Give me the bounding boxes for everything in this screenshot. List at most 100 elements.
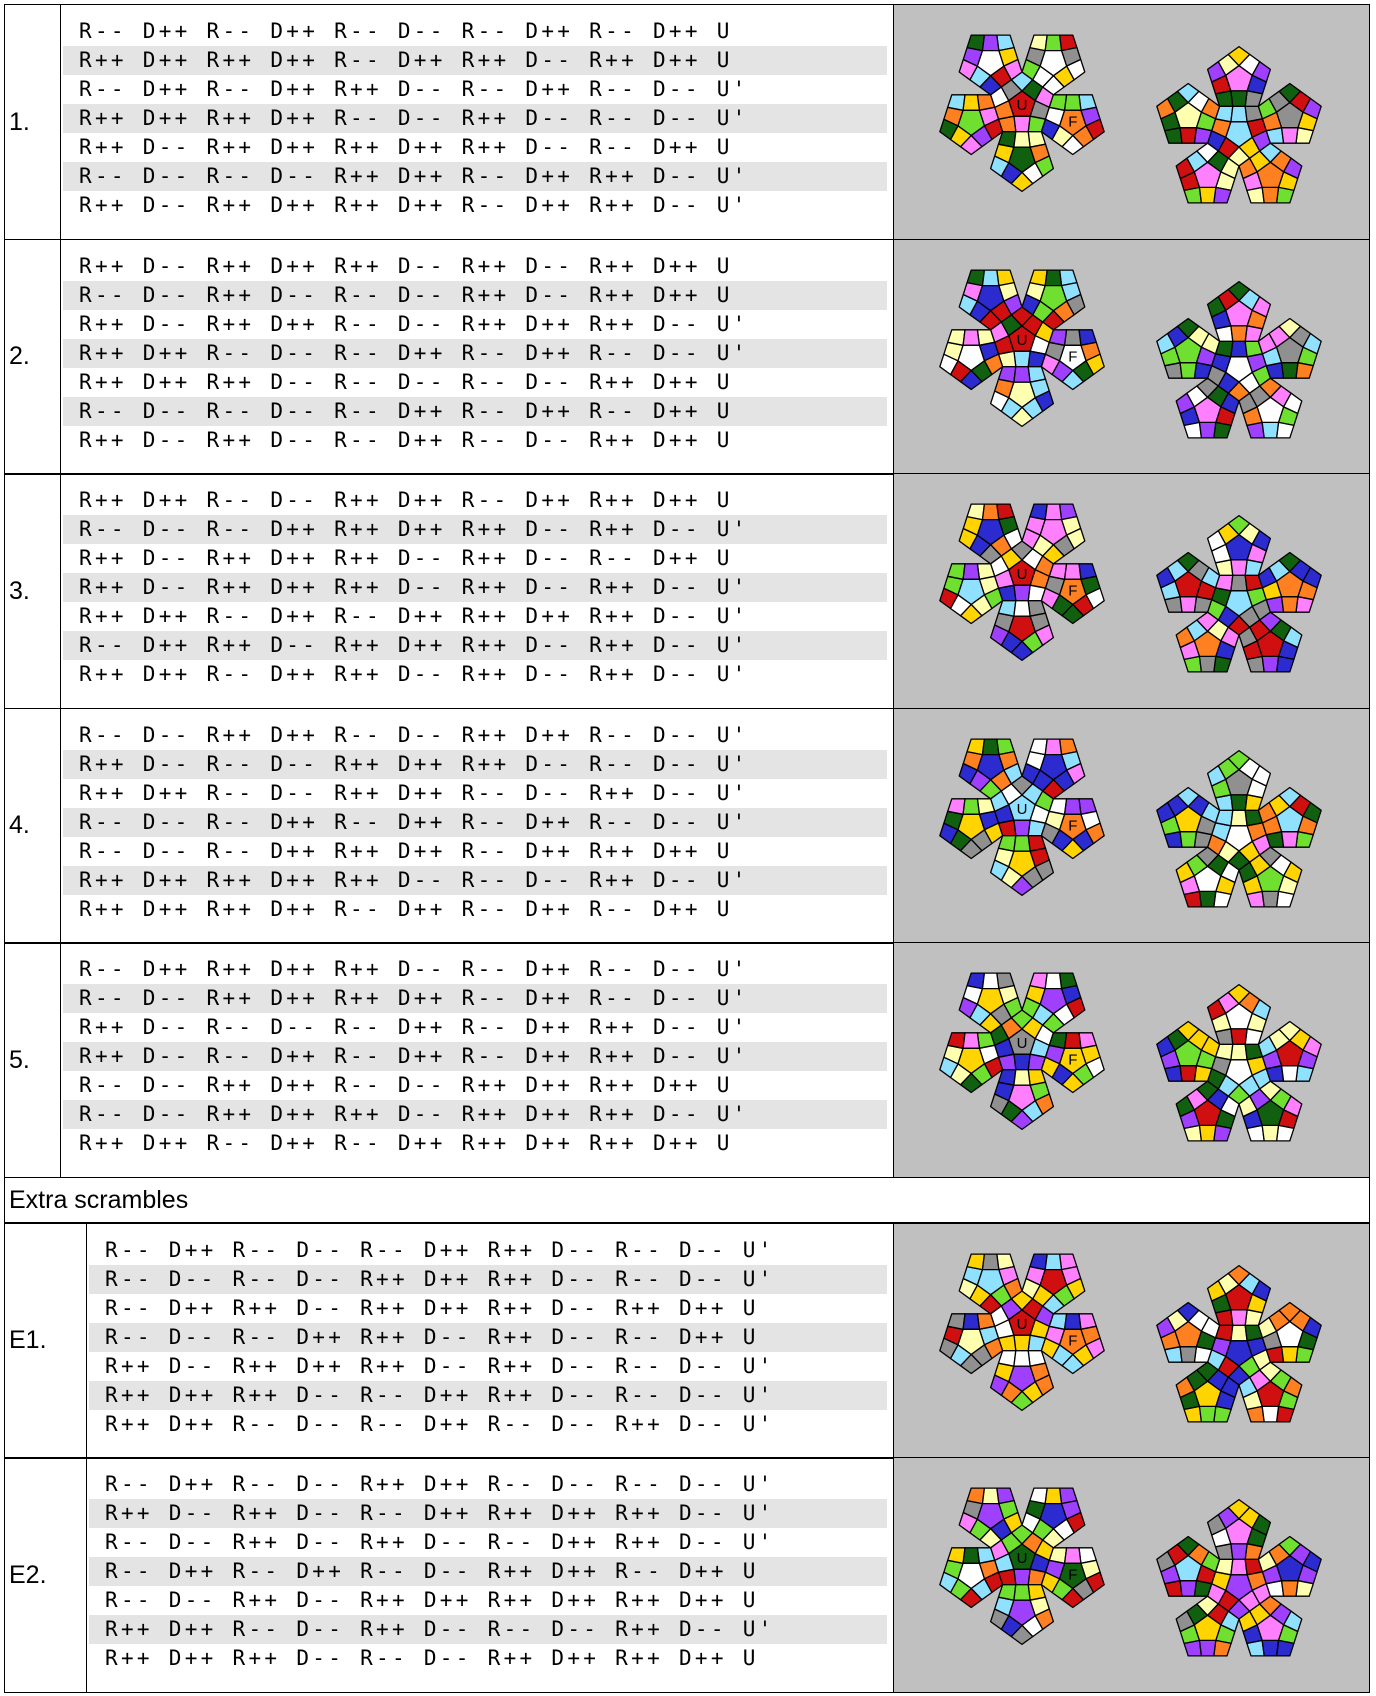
facelet xyxy=(981,268,1000,286)
facelet xyxy=(962,563,981,580)
face-label: F xyxy=(1068,582,1077,599)
facelet xyxy=(1275,1639,1295,1657)
facelet xyxy=(976,284,1005,311)
scramble-line: R-- D++ R++ D-- R++ D++ R++ D-- R++ D++ … xyxy=(105,1295,759,1320)
facelet xyxy=(1295,1345,1314,1363)
scramble-line: R-- D-- R++ D-- R-- D-- R++ D-- R++ D++ … xyxy=(63,280,887,310)
scramble-line: R-- D-- R-- D-- R++ D++ R-- D++ R++ D-- … xyxy=(63,162,887,191)
scramble-row: E2. R-- D++ R-- D-- R++ D++ R-- D-- R-- D… xyxy=(4,1457,1370,1693)
facelet xyxy=(962,1032,981,1049)
facelet xyxy=(1174,336,1203,363)
facelet xyxy=(1280,127,1299,144)
facelet xyxy=(1230,1043,1248,1061)
facelet xyxy=(1225,1339,1253,1367)
facelet xyxy=(1029,268,1048,286)
facelet xyxy=(1179,1580,1198,1597)
facelet xyxy=(947,1547,966,1564)
facelet xyxy=(1039,284,1068,311)
scramble-line: R++ D++ R++ D-- R-- D++ R++ D-- R-- D-- … xyxy=(89,1380,887,1410)
scramble-line: R++ D-- R++ D++ R-- D-- R++ D++ R++ D-- … xyxy=(79,311,749,336)
facelet xyxy=(1058,1047,1087,1075)
scramble-line: R-- D-- R++ D++ R++ D++ R-- D++ R-- D-- … xyxy=(63,984,887,1013)
facelet xyxy=(1261,421,1280,439)
facelet xyxy=(1013,365,1031,383)
facelet xyxy=(966,268,986,286)
facelet xyxy=(1008,793,1036,821)
facelet xyxy=(1013,350,1031,367)
facelet xyxy=(981,503,1000,521)
facelet xyxy=(1244,1543,1264,1560)
scramble-line: R++ D-- R++ D-- R-- D++ R++ D++ R++ D-- … xyxy=(89,1499,887,1528)
scramble-line: R++ D++ R-- D-- R++ D-- R-- D-- R++ D-- … xyxy=(89,1615,887,1644)
facelet xyxy=(1044,34,1063,52)
facelet xyxy=(1261,1405,1280,1423)
facelet xyxy=(997,365,1017,383)
facelet xyxy=(1280,1580,1299,1597)
facelet xyxy=(1280,1345,1299,1363)
facelet xyxy=(1230,340,1248,357)
facelet xyxy=(1174,805,1203,832)
scramble-line: R++ D-- R++ D++ R++ D-- R++ D-- R-- D-- … xyxy=(105,1353,775,1378)
facelet xyxy=(1013,1349,1031,1367)
facelet xyxy=(1225,1574,1253,1601)
facelet xyxy=(966,503,986,521)
scramble-line: R++ D++ R++ D++ R-- D++ R++ D-- R++ D++ … xyxy=(63,46,887,75)
facelet xyxy=(1179,596,1198,613)
facelet xyxy=(976,518,1005,546)
facelet xyxy=(1174,101,1203,129)
scramble-lines: R-- D++ R-- D++ R-- D-- R-- D++ R-- D++ … xyxy=(63,17,887,220)
facelet xyxy=(966,972,986,990)
facelet xyxy=(1244,1028,1264,1045)
facelet xyxy=(1275,421,1295,439)
facelet xyxy=(1029,503,1048,521)
facelet xyxy=(1179,1065,1198,1082)
facelet xyxy=(1225,355,1253,383)
facelet xyxy=(1256,865,1285,892)
facelet xyxy=(1261,1124,1280,1142)
facelet xyxy=(1225,590,1253,617)
facelet xyxy=(1261,186,1280,204)
facelet xyxy=(1198,421,1217,439)
scramble-line: R-- D-- R++ D-- R++ D++ R++ D++ R++ D++ … xyxy=(105,1588,759,1612)
scramble-row: 4. R-- D-- R++ D++ R-- D-- R++ D++ R-- D-… xyxy=(4,707,1370,944)
scramble-line: R-- D-- R++ D++ R-- D-- R++ D++ R-- D-- … xyxy=(79,722,749,747)
facelet xyxy=(1225,121,1253,148)
facelet xyxy=(1013,131,1031,148)
facelet xyxy=(1008,559,1036,586)
facelet xyxy=(1230,324,1248,342)
facelet xyxy=(1213,421,1232,439)
facelet xyxy=(1213,1124,1232,1142)
scramble-row: 2. R++ D-- R++ D++ R++ D-- R++ D-- R++ D+… xyxy=(4,238,1370,475)
facelet xyxy=(1029,972,1048,990)
facelet xyxy=(1013,834,1031,852)
facelet xyxy=(1213,655,1232,673)
face-label: U xyxy=(1017,1550,1028,1567)
row-label: E1. xyxy=(5,1223,87,1458)
section-heading: Extra scrambles xyxy=(4,1176,1370,1223)
facelet xyxy=(1275,186,1295,204)
facelet xyxy=(976,49,1005,77)
facelet xyxy=(1058,1562,1087,1590)
facelet xyxy=(1008,1543,1036,1570)
facelet xyxy=(1275,890,1295,908)
face-label: F xyxy=(1068,1332,1077,1349)
megaminx-net: UF xyxy=(939,503,1322,673)
facelet xyxy=(947,797,966,815)
facelet xyxy=(1008,381,1036,408)
scramble-line: R-- D++ R-- D-- R-- D++ R++ D-- R-- D-- … xyxy=(105,1237,775,1262)
scramble-line: R-- D-- R++ D++ R++ D-- R++ D++ R++ D-- … xyxy=(63,1100,887,1129)
facelet xyxy=(1244,90,1264,107)
face-label: F xyxy=(1068,1566,1077,1583)
facelet xyxy=(1008,1365,1036,1392)
facelet xyxy=(1230,1324,1248,1341)
facelet xyxy=(1039,753,1068,780)
scramble-line: R-- D++ R-- D-- R++ D++ R-- D-- R-- D-- … xyxy=(105,1472,775,1496)
facelet xyxy=(1044,737,1063,755)
facelet xyxy=(1013,819,1031,836)
facelet xyxy=(997,1069,1017,1086)
face-label: F xyxy=(1068,348,1077,365)
scramble-line: R++ D++ R-- D-- R-- D++ R-- D-- R++ D-- … xyxy=(105,1411,775,1436)
